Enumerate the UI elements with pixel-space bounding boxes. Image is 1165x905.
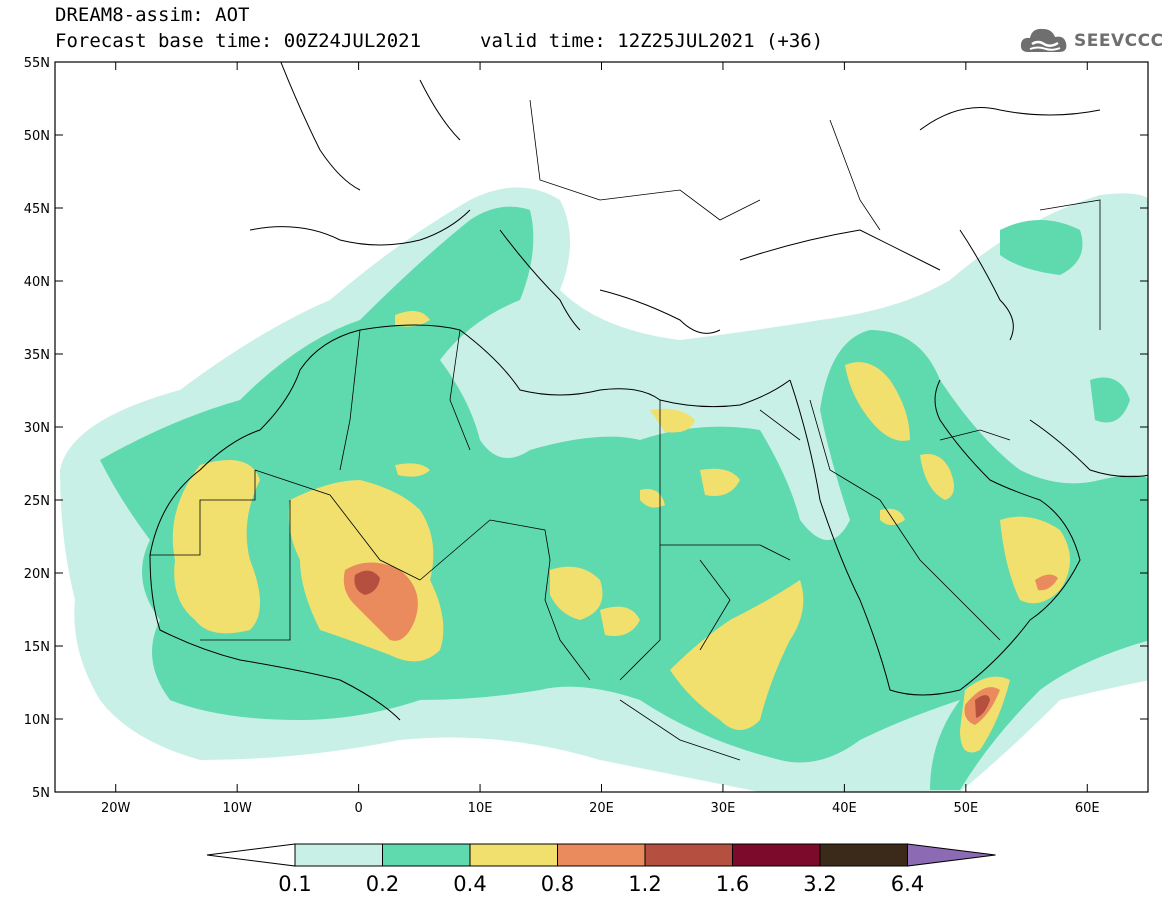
colorbar-under-arrow <box>206 843 296 867</box>
lat-label: 10N <box>24 713 50 728</box>
lat-label: 20N <box>24 567 50 582</box>
colorbar-label: 0.8 <box>541 872 574 896</box>
lat-label: 35N <box>24 348 50 363</box>
colorbar-label: 1.6 <box>716 872 749 896</box>
colorbar-label: 0.4 <box>453 872 486 896</box>
lon-label: 0 <box>354 801 362 816</box>
valid-time: valid time: 12Z25JUL2021 (+36) <box>480 30 824 52</box>
colorbar-label: 1.2 <box>628 872 661 896</box>
lat-label: 55N <box>24 56 50 71</box>
lon-label: 10W <box>222 801 252 816</box>
colorbar-label: 6.4 <box>891 872 924 896</box>
title-line-2: Forecast base time: 00Z24JUL2021 <box>55 30 422 52</box>
lon-label: 40E <box>832 801 857 816</box>
title-line-1: DREAM8-assim: AOT <box>55 4 250 26</box>
lat-label: 30N <box>24 421 50 436</box>
lon-label: 20E <box>589 801 614 816</box>
longitude-axis: 20W 10W 0 10E 20E 30E 40E 50E 60E <box>101 62 1100 816</box>
lat-label: 15N <box>24 640 50 655</box>
lat-label: 25N <box>24 494 50 509</box>
cloud-logo-icon <box>1020 28 1067 52</box>
lon-label: 20W <box>101 801 131 816</box>
colorbar-segment <box>469 843 558 867</box>
colorbar-label: 0.1 <box>278 872 311 896</box>
colorbar-segment <box>557 843 646 867</box>
lon-label: 30E <box>711 801 736 816</box>
colorbar-label: 0.2 <box>366 872 399 896</box>
lon-label: 50E <box>953 801 978 816</box>
colorbar-segment <box>294 843 383 867</box>
colorbar-segment <box>732 843 821 867</box>
latitude-axis: 55N 50N 45N 40N 35N 30N 25N 20N 15N 10N 5N <box>24 56 1148 801</box>
lat-label: 45N <box>24 202 50 217</box>
colorbar-segment <box>644 843 733 867</box>
colorbar-over-arrow <box>907 843 996 867</box>
lat-label: 40N <box>24 275 50 290</box>
lon-label: 60E <box>1075 801 1100 816</box>
colorbar-segment <box>382 843 471 867</box>
coastlines <box>149 62 1148 721</box>
colorbar: 0.1 0.2 0.4 0.8 1.2 1.6 3.2 6.4 <box>206 843 996 896</box>
seevccc-logo: SEEVCCC <box>1018 22 1163 58</box>
country-borders <box>150 99 1101 761</box>
colorbar-label: 3.2 <box>803 872 836 896</box>
lat-label: 50N <box>24 129 50 144</box>
lon-label: 10E <box>468 801 493 816</box>
aot-field <box>60 187 1148 792</box>
lat-label: 5N <box>32 786 50 801</box>
logo-text: SEEVCCC <box>1074 31 1164 51</box>
colorbar-segment <box>819 843 908 867</box>
